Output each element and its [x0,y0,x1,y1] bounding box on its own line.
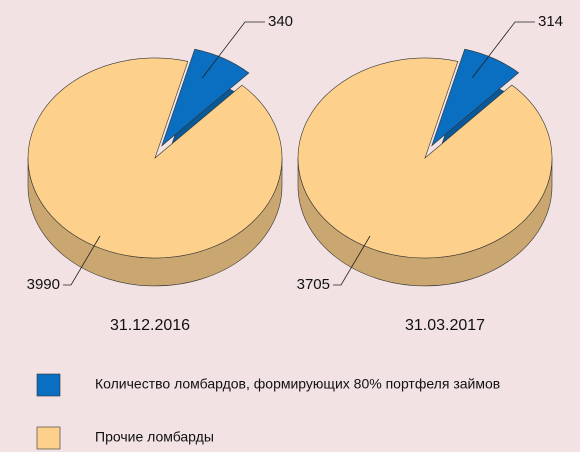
value-label: 3705 [297,276,330,293]
value-label: 340 [268,13,293,30]
value-label: 314 [538,13,563,30]
leader-line [201,21,265,79]
pie-slice [431,48,520,147]
pie-slice [27,57,283,259]
legend-swatch [36,426,61,450]
leader-line [333,235,371,286]
legend-swatch [36,373,61,397]
leader-line [471,21,535,79]
pie-slice [297,57,553,259]
chart-title: 31.03.2017 [405,317,485,334]
legend-label: Прочие ломбарды [95,429,214,445]
legend-label: Количество ломбардов, формирующих 80% по… [95,376,500,392]
chart-title: 31.12.2016 [110,317,190,334]
value-label: 3990 [27,276,60,293]
leader-line [63,235,101,286]
pie-slice [161,48,250,147]
